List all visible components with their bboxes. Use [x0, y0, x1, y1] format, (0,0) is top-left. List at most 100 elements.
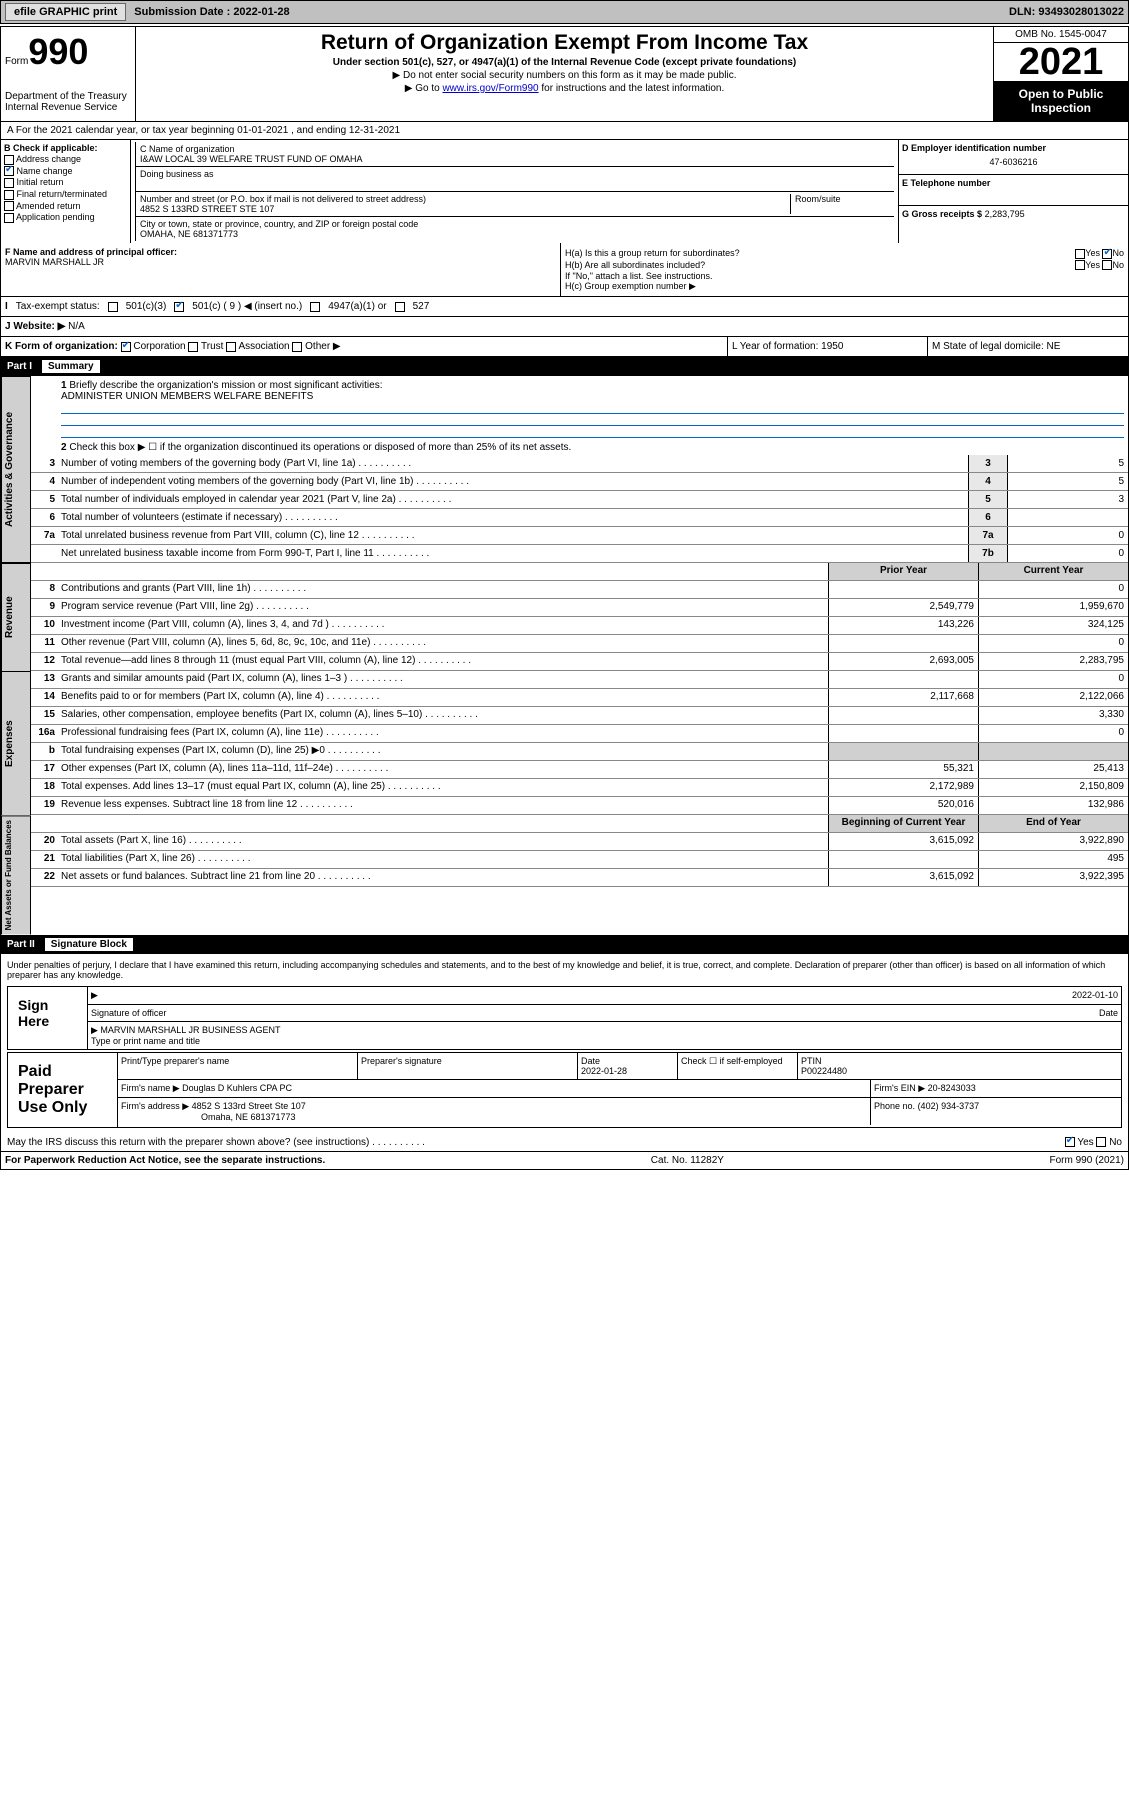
- state-domicile: M State of legal domicile: NE: [928, 337, 1128, 356]
- ein-label: D Employer identification number: [902, 143, 1125, 153]
- cb-discuss-yes[interactable]: [1065, 1137, 1075, 1147]
- cb-other[interactable]: [292, 342, 302, 352]
- top-toolbar: efile GRAPHIC print Submission Date : 20…: [0, 0, 1129, 24]
- cb-501c3[interactable]: [108, 302, 118, 312]
- col-prior-year: Prior Year: [828, 563, 978, 580]
- line2-text: Check this box ▶ ☐ if the organization d…: [69, 442, 571, 453]
- cb-amended[interactable]: [4, 201, 14, 211]
- irs-discuss-text: May the IRS discuss this return with the…: [7, 1137, 425, 1148]
- form-label: Form: [5, 56, 28, 67]
- hb-label: H(b) Are all subordinates included?: [565, 260, 705, 271]
- data-line: 13Grants and similar amounts paid (Part …: [31, 671, 1128, 689]
- part2-label: Part II: [7, 939, 35, 950]
- ptin-label: PTIN: [801, 1056, 822, 1066]
- note-ssn: ▶ Do not enter social security numbers o…: [140, 70, 989, 81]
- data-line: 15Salaries, other compensation, employee…: [31, 707, 1128, 725]
- opt-trust: Trust: [201, 341, 223, 352]
- sign-here-label: Sign Here: [8, 987, 88, 1049]
- data-line: 14Benefits paid to or for members (Part …: [31, 689, 1128, 707]
- irs-link[interactable]: www.irs.gov/Form990: [442, 83, 538, 94]
- data-line: 11Other revenue (Part VIII, column (A), …: [31, 635, 1128, 653]
- cb-final-return[interactable]: [4, 190, 14, 200]
- ha-no[interactable]: [1102, 249, 1112, 259]
- box-f: F Name and address of principal officer:…: [1, 243, 561, 296]
- gov-line: 6Total number of volunteers (estimate if…: [31, 509, 1128, 527]
- dba-label: Doing business as: [140, 169, 890, 179]
- note-goto-post: for instructions and the latest informat…: [539, 83, 725, 94]
- officer-name-title: MARVIN MARSHALL JR BUSINESS AGENT: [100, 1025, 280, 1035]
- cb-name-change[interactable]: [4, 166, 14, 176]
- cb-assoc[interactable]: [226, 342, 236, 352]
- hb-no[interactable]: [1102, 260, 1112, 270]
- part2-header: Part II Signature Block: [1, 935, 1128, 954]
- tab-governance: Activities & Governance: [1, 376, 31, 563]
- firm-phone: (402) 934-3737: [918, 1101, 980, 1111]
- gov-line: Net unrelated business taxable income fr…: [31, 545, 1128, 563]
- data-line: bTotal fundraising expenses (Part IX, co…: [31, 743, 1128, 761]
- cb-address-change[interactable]: [4, 155, 14, 165]
- line-a: A For the 2021 calendar year, or tax yea…: [1, 122, 1128, 140]
- sig-date: 2022-01-10: [1072, 990, 1118, 1001]
- website-label: Website: ▶: [13, 321, 65, 332]
- paid-preparer-block: Paid Preparer Use Only Print/Type prepar…: [7, 1052, 1122, 1128]
- col-end: End of Year: [978, 815, 1128, 832]
- city-label: City or town, state or province, country…: [140, 219, 890, 229]
- cb-527[interactable]: [395, 302, 405, 312]
- firm-name-label: Firm's name ▶: [121, 1083, 180, 1093]
- gross-receipts-label: G Gross receipts $: [902, 209, 982, 219]
- mission-label: Briefly describe the organization's miss…: [69, 380, 382, 391]
- form-number: 990: [28, 31, 88, 72]
- cb-app-pending[interactable]: [4, 213, 14, 223]
- opt-501c3: 501(c)(3): [126, 301, 167, 312]
- cb-label-1: Name change: [17, 166, 73, 176]
- part1-title: Summary: [42, 360, 100, 373]
- firm-phone-label: Phone no.: [874, 1101, 915, 1111]
- box-d-e-g: D Employer identification number 47-6036…: [898, 140, 1128, 243]
- firm-addr1: 4852 S 133rd Street Ste 107: [192, 1101, 306, 1111]
- box-b: B Check if applicable: Address change Na…: [1, 140, 131, 243]
- box-b-label: B Check if applicable:: [4, 143, 127, 153]
- tab-net-assets: Net Assets or Fund Balances: [1, 815, 31, 934]
- opt-501c: 501(c) ( 9 ) ◀ (insert no.): [192, 301, 302, 312]
- opt-4947: 4947(a)(1) or: [328, 301, 386, 312]
- type-name-label: Type or print name and title: [91, 1036, 200, 1046]
- discuss-no: No: [1109, 1137, 1122, 1148]
- hc-label: H(c) Group exemption number ▶: [565, 281, 1124, 292]
- ha-yes-label: Yes: [1085, 248, 1100, 258]
- cb-label-2: Initial return: [17, 177, 64, 187]
- efile-print-button[interactable]: efile GRAPHIC print: [5, 3, 126, 21]
- paperwork-notice: For Paperwork Reduction Act Notice, see …: [5, 1155, 325, 1166]
- form-page: Form990 Department of the Treasury Inter…: [0, 26, 1129, 1170]
- ha-no-label: No: [1112, 248, 1124, 258]
- sig-officer-label: Signature of officer: [91, 1008, 166, 1018]
- opt-other: Other ▶: [305, 341, 340, 352]
- form-title: Return of Organization Exempt From Incom…: [140, 31, 989, 55]
- cat-no: Cat. No. 11282Y: [651, 1155, 724, 1166]
- cb-discuss-no[interactable]: [1096, 1137, 1106, 1147]
- prep-date-label: Date: [581, 1056, 600, 1066]
- mission-text: ADMINISTER UNION MEMBERS WELFARE BENEFIT…: [61, 391, 313, 402]
- dln: DLN: 93493028013022: [1009, 6, 1124, 18]
- cb-4947[interactable]: [310, 302, 320, 312]
- cb-corp[interactable]: [121, 342, 131, 352]
- cb-trust[interactable]: [188, 342, 198, 352]
- cb-initial-return[interactable]: [4, 178, 14, 188]
- gov-line: 7aTotal unrelated business revenue from …: [31, 527, 1128, 545]
- tab-revenue: Revenue: [1, 563, 31, 671]
- form-header: Form990 Department of the Treasury Inter…: [1, 27, 1128, 122]
- gross-receipts-value: 2,283,795: [985, 209, 1025, 219]
- year-formation: L Year of formation: 1950: [728, 337, 928, 356]
- c-name-label: C Name of organization: [140, 144, 890, 154]
- firm-ein: 20-8243033: [928, 1083, 976, 1093]
- ha-yes[interactable]: [1075, 249, 1085, 259]
- box-h: H(a) Is this a group return for subordin…: [561, 243, 1128, 296]
- sign-here-block: Sign Here ▶2022-01-10 Signature of offic…: [7, 986, 1122, 1050]
- firm-addr-label: Firm's address ▶: [121, 1101, 189, 1111]
- data-line: 18Total expenses. Add lines 13–17 (must …: [31, 779, 1128, 797]
- paid-preparer-label: Paid Preparer Use Only: [8, 1053, 118, 1127]
- cb-label-0: Address change: [16, 154, 81, 164]
- hb-yes[interactable]: [1075, 260, 1085, 270]
- gov-line: 3Number of voting members of the governi…: [31, 455, 1128, 473]
- cb-501c[interactable]: [174, 302, 184, 312]
- data-line: 22Net assets or fund balances. Subtract …: [31, 869, 1128, 887]
